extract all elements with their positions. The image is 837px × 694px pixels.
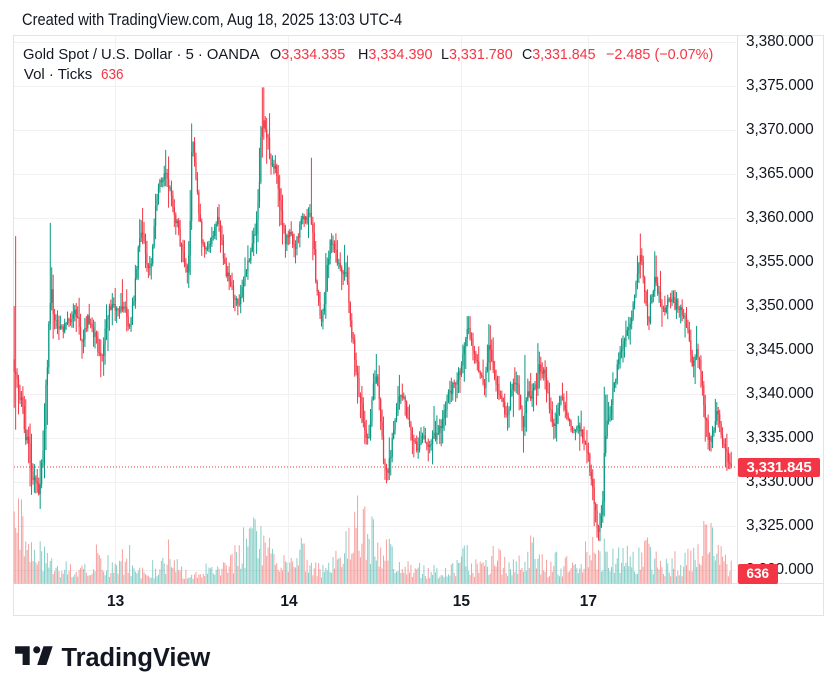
svg-text:TradingView: TradingView <box>62 644 211 672</box>
